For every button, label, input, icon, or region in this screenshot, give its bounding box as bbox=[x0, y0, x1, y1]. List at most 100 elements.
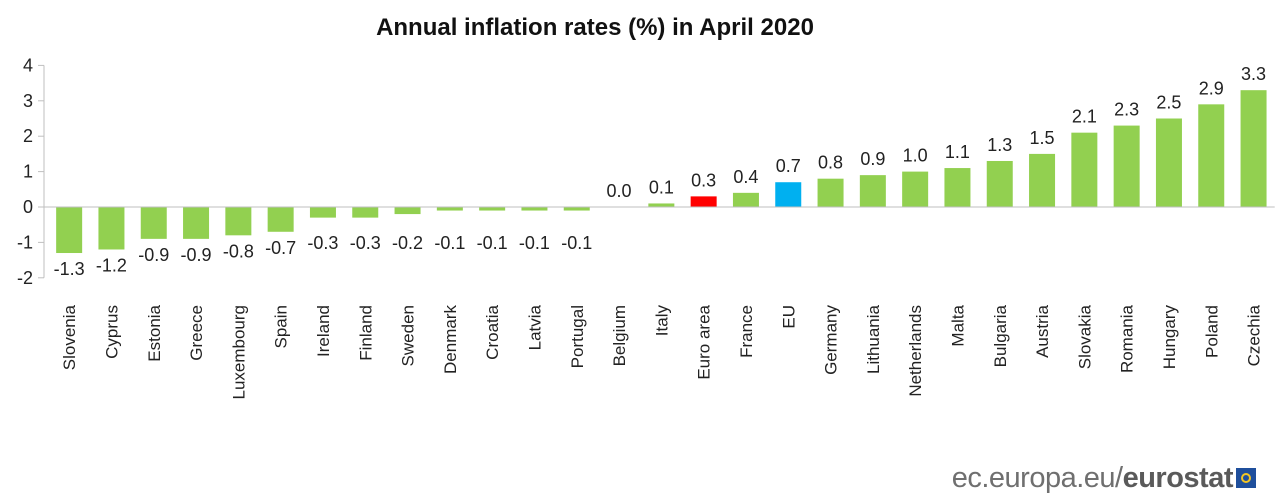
eurostat-logo-icon bbox=[1236, 468, 1256, 488]
data-label: 0.9 bbox=[860, 149, 885, 169]
category-label: Poland bbox=[1202, 305, 1221, 358]
bar bbox=[436, 207, 463, 211]
y-tick-label: -2 bbox=[17, 268, 33, 288]
bars bbox=[56, 90, 1267, 254]
y-tick-label: 0 bbox=[23, 197, 33, 217]
category-label: Czechia bbox=[1245, 304, 1264, 366]
chart-title: Annual inflation rates (%) in April 2020 bbox=[376, 14, 814, 41]
bar bbox=[1113, 125, 1140, 207]
eurostat-brand[interactable]: ec.europa.eu/eurostat bbox=[952, 462, 1256, 495]
data-label: 0.3 bbox=[691, 170, 716, 190]
bar bbox=[521, 207, 548, 211]
bar bbox=[817, 178, 844, 207]
bar bbox=[1198, 104, 1225, 207]
category-label: Germany bbox=[822, 305, 841, 375]
category-label: Greece bbox=[187, 305, 206, 361]
bar bbox=[309, 207, 336, 218]
bar bbox=[1071, 132, 1098, 207]
y-tick-label: -1 bbox=[17, 232, 33, 252]
category-label: EU bbox=[779, 305, 798, 329]
category-label: Sweden bbox=[399, 305, 418, 366]
bar bbox=[563, 207, 590, 211]
bar bbox=[859, 175, 886, 207]
category-label: Ireland bbox=[314, 305, 333, 357]
y-axis: 4 3 2 1 0 -1 -2 bbox=[17, 55, 45, 288]
category-label: Slovenia bbox=[60, 304, 79, 370]
bar bbox=[98, 207, 125, 250]
bar bbox=[1240, 90, 1267, 207]
bar bbox=[225, 207, 252, 236]
bar bbox=[1029, 153, 1056, 207]
data-labels: -1.3 -1.2 -0.9 -0.9 -0.8 -0.7 -0.3 -0.3 -0.2 -0.1… bbox=[54, 64, 1266, 279]
y-tick-label: 1 bbox=[23, 162, 33, 182]
data-label: -0.9 bbox=[138, 245, 169, 265]
bar bbox=[690, 196, 717, 207]
data-label: -1.2 bbox=[96, 255, 127, 275]
bar bbox=[479, 207, 506, 211]
source-name: eurostat bbox=[1122, 462, 1234, 494]
data-label: 2.9 bbox=[1199, 78, 1224, 98]
data-label: -0.1 bbox=[519, 233, 550, 253]
data-label: -0.1 bbox=[561, 233, 592, 253]
data-label: -0.2 bbox=[392, 233, 423, 253]
bar bbox=[140, 207, 167, 239]
category-label: Lithuania bbox=[864, 304, 883, 374]
category-label: Finland bbox=[356, 305, 375, 361]
bar bbox=[1155, 118, 1182, 207]
category-label: Estonia bbox=[145, 304, 164, 361]
data-label: 0.0 bbox=[607, 181, 632, 201]
category-label: Malta bbox=[948, 304, 967, 346]
data-label: -1.3 bbox=[54, 259, 85, 279]
data-label: -0.1 bbox=[477, 233, 508, 253]
category-label: Euro area bbox=[695, 304, 714, 379]
data-label: -0.3 bbox=[350, 233, 381, 253]
bar bbox=[183, 207, 210, 239]
bar bbox=[944, 168, 971, 207]
data-label: 0.1 bbox=[649, 177, 674, 197]
category-label: Hungary bbox=[1160, 305, 1179, 370]
y-tick-label: 2 bbox=[23, 126, 33, 146]
bar bbox=[394, 207, 421, 215]
data-label: 2.5 bbox=[1156, 93, 1181, 113]
data-label: 2.3 bbox=[1114, 100, 1139, 120]
bar bbox=[902, 171, 929, 207]
data-label: -0.1 bbox=[434, 233, 465, 253]
category-label: Bulgaria bbox=[991, 304, 1010, 367]
data-label: 0.4 bbox=[733, 167, 758, 187]
data-label: 1.5 bbox=[1030, 128, 1055, 148]
category-label: Slovakia bbox=[1075, 304, 1094, 369]
bar bbox=[648, 203, 675, 207]
source-domain: ec.europa.eu/ bbox=[951, 462, 1123, 494]
bar bbox=[352, 207, 379, 218]
data-label: -0.3 bbox=[307, 233, 338, 253]
category-label: Italy bbox=[652, 305, 671, 337]
category-label: Austria bbox=[1033, 304, 1052, 357]
category-label: Cyprus bbox=[102, 305, 121, 359]
data-label: 1.0 bbox=[903, 146, 928, 166]
data-label: 0.8 bbox=[818, 153, 843, 173]
category-label: Netherlands bbox=[906, 305, 925, 397]
data-label: 1.3 bbox=[987, 135, 1012, 155]
category-label: Latvia bbox=[525, 304, 544, 350]
data-label: 3.3 bbox=[1241, 64, 1266, 84]
category-labels: Slovenia Cyprus Estonia Greece Luxembourg Spa… bbox=[60, 304, 1263, 399]
category-label: France bbox=[737, 305, 756, 358]
bar bbox=[56, 207, 83, 254]
data-label: -0.7 bbox=[265, 238, 296, 258]
bar bbox=[775, 182, 802, 207]
y-tick-label: 4 bbox=[23, 55, 33, 75]
data-label: -0.9 bbox=[181, 245, 212, 265]
category-label: Romania bbox=[1118, 304, 1137, 373]
category-label: Belgium bbox=[610, 305, 629, 366]
category-label: Luxembourg bbox=[229, 305, 248, 400]
data-label: 0.7 bbox=[776, 156, 801, 176]
category-label: Denmark bbox=[441, 305, 460, 374]
bar bbox=[267, 207, 294, 232]
data-label: -0.8 bbox=[223, 241, 254, 261]
data-label: 1.1 bbox=[945, 142, 970, 162]
bar bbox=[986, 160, 1013, 207]
category-label: Portugal bbox=[568, 305, 587, 368]
data-label: 2.1 bbox=[1072, 107, 1097, 127]
category-label: Croatia bbox=[483, 304, 502, 359]
